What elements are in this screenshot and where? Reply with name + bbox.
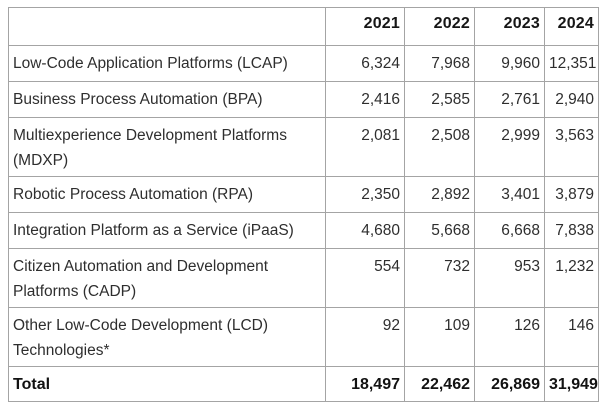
table-row: Citizen Automation and Development Platf… (8, 248, 599, 308)
value-cell: 9,960 (474, 45, 545, 82)
value-cell: 2,892 (404, 176, 475, 213)
table-row: Low-Code Application Platforms (LCAP) 6,3… (8, 45, 599, 82)
corner-cell (8, 7, 326, 46)
year-header-2021: 2021 (325, 7, 405, 46)
total-row: Total 18,497 22,462 26,869 31,949 (8, 366, 599, 402)
value-cell: 732 (404, 248, 475, 308)
value-cell: 22,462 (404, 366, 475, 402)
row-label: Multiexperience Development Platforms (M… (8, 117, 326, 177)
lowcode-forecast-table: 2021 2022 2023 2024 Low-Code Application… (8, 7, 599, 402)
value-cell: 2,761 (474, 81, 545, 118)
value-cell: 2,081 (325, 117, 405, 177)
value-cell: 3,879 (544, 176, 599, 213)
value-cell: 7,968 (404, 45, 475, 82)
row-label: Citizen Automation and Development Platf… (8, 248, 326, 308)
value-cell: 6,668 (474, 212, 545, 249)
row-label: Robotic Process Automation (RPA) (8, 176, 326, 213)
table-row: Integration Platform as a Service (iPaaS… (8, 212, 599, 249)
value-cell: 554 (325, 248, 405, 308)
value-cell: 1,232 (544, 248, 599, 308)
value-cell: 12,351 (544, 45, 599, 82)
value-cell: 146 (544, 307, 599, 367)
value-cell: 3,401 (474, 176, 545, 213)
value-cell: 126 (474, 307, 545, 367)
value-cell: 18,497 (325, 366, 405, 402)
value-cell: 953 (474, 248, 545, 308)
value-cell: 6,324 (325, 45, 405, 82)
value-cell: 7,838 (544, 212, 599, 249)
year-header-2022: 2022 (404, 7, 475, 46)
year-header-2024: 2024 (544, 7, 599, 46)
value-cell: 26,869 (474, 366, 545, 402)
row-label: Business Process Automation (BPA) (8, 81, 326, 118)
table-row: Multiexperience Development Platforms (M… (8, 117, 599, 177)
row-label: Low-Code Application Platforms (LCAP) (8, 45, 326, 82)
value-cell: 92 (325, 307, 405, 367)
table-row: Robotic Process Automation (RPA) 2,350 2,8… (8, 176, 599, 213)
value-cell: 2,999 (474, 117, 545, 177)
table-row: Business Process Automation (BPA) 2,416 2,… (8, 81, 599, 118)
value-cell: 109 (404, 307, 475, 367)
row-label: Integration Platform as a Service (iPaaS… (8, 212, 326, 249)
value-cell: 2,416 (325, 81, 405, 118)
value-cell: 4,680 (325, 212, 405, 249)
value-cell: 3,563 (544, 117, 599, 177)
year-header-2023: 2023 (474, 7, 545, 46)
value-cell: 2,585 (404, 81, 475, 118)
value-cell: 31,949 (544, 366, 599, 402)
value-cell: 2,940 (544, 81, 599, 118)
row-label: Total (8, 366, 326, 402)
table-row: Other Low-Code Development (LCD) Technol… (8, 307, 599, 367)
value-cell: 5,668 (404, 212, 475, 249)
value-cell: 2,508 (404, 117, 475, 177)
row-label: Other Low-Code Development (LCD) Technol… (8, 307, 326, 367)
value-cell: 2,350 (325, 176, 405, 213)
header-row: 2021 2022 2023 2024 (8, 7, 599, 46)
